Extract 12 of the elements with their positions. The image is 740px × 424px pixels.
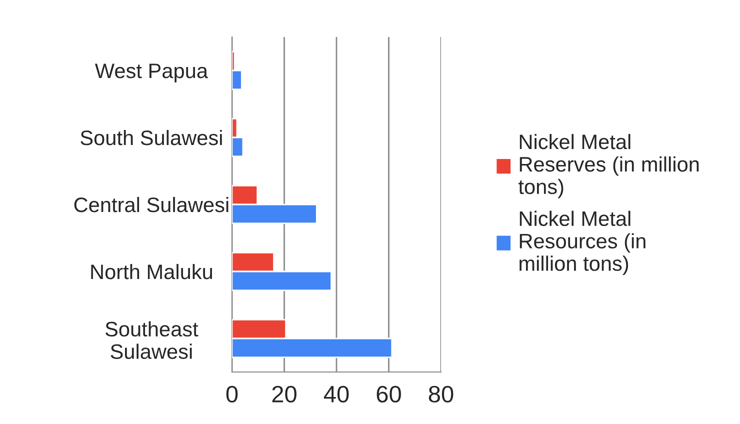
legend-label: Nickel Metal Resources (in million tons) [520,210,646,276]
x-tick-label: 60 [376,386,401,403]
x-tick-label: 80 [428,386,454,403]
legend-label: Nickel Metal Reserves (in million tons) [518,134,699,198]
y-tick-label: South Sulawesi [80,130,222,146]
y-tick-label: Central Sulawesi [74,196,228,212]
y-tick-label: Southeast Sulawesi [105,321,198,359]
x-tick-label: 0 [226,386,238,403]
y-tick-label: North Maluku [91,264,212,280]
x-tick-label: 40 [324,386,349,403]
x-tick-label: 20 [272,386,296,403]
y-tick-label: West Papua [94,64,208,82]
